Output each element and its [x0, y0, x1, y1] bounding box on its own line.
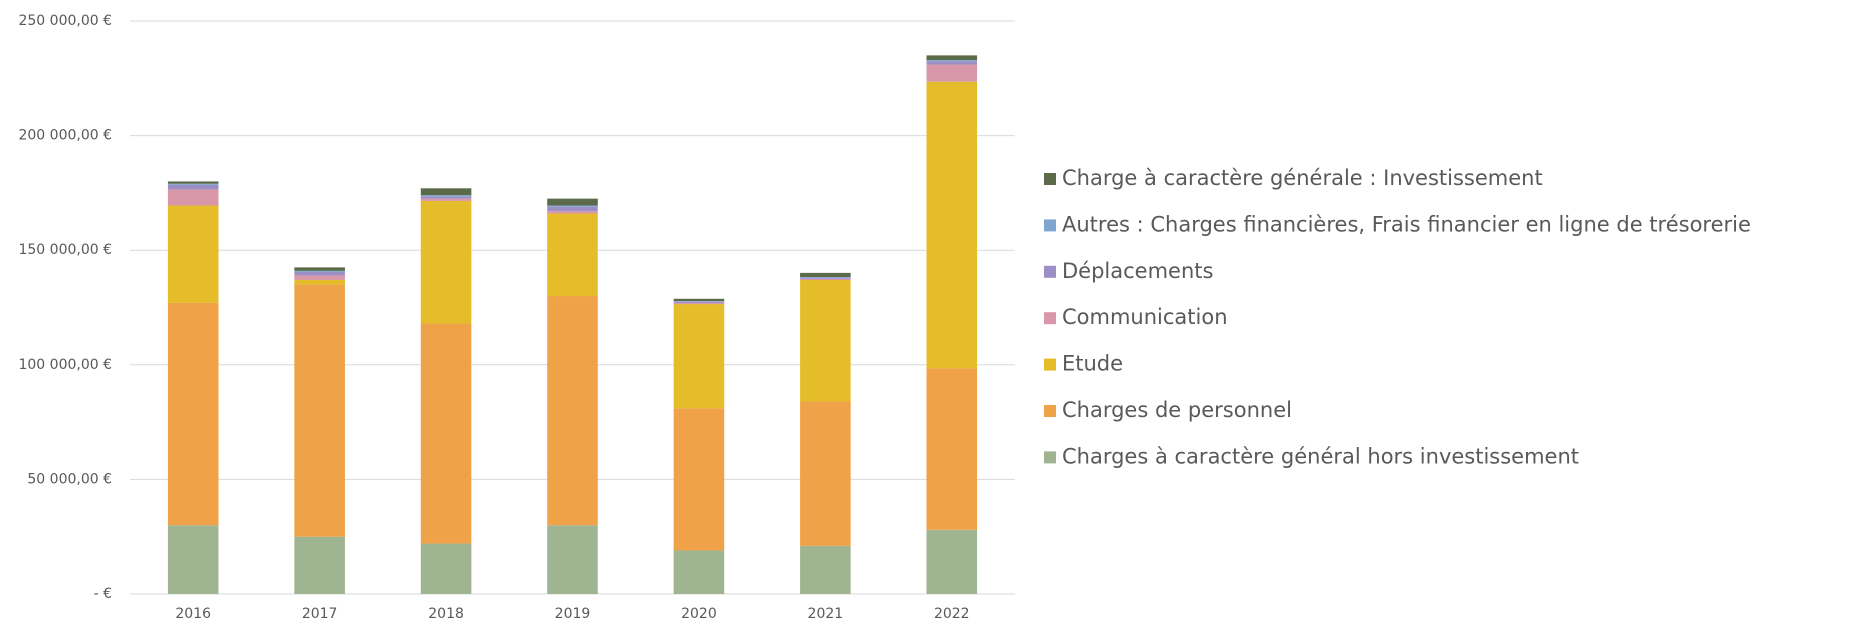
y-tick-label: - €: [94, 586, 112, 602]
bar-segment: [294, 271, 345, 276]
bar-segment: [547, 211, 598, 214]
bar-segment: [294, 279, 345, 285]
x-tick-label: 2017: [302, 606, 338, 622]
bar-segment: [673, 298, 725, 302]
bar-segment: [294, 284, 345, 537]
bar-segment: [420, 195, 472, 197]
bar-segment: [547, 205, 598, 207]
legend-swatch: [1044, 405, 1056, 417]
bar-segment: [294, 275, 345, 280]
legend-swatch: [1044, 451, 1056, 464]
legend-label: Autres : Charges financières, Frais fina…: [1062, 212, 1751, 236]
bar-segment: [673, 301, 725, 303]
x-tick-label: 2020: [681, 606, 717, 622]
x-tick-label: 2022: [934, 606, 970, 622]
legend-swatch: [1044, 265, 1056, 278]
bar-segment: [673, 408, 725, 551]
bar-segment: [167, 302, 219, 526]
y-tick-label: 200 000,00 €: [18, 128, 112, 144]
bar-segment: [926, 64, 978, 82]
bar-segment: [800, 401, 851, 546]
y-tick-label: 50 000,00 €: [27, 471, 112, 487]
x-tick-label: 2021: [808, 606, 844, 622]
bar-segment: [926, 368, 978, 530]
bar-segment: [294, 267, 345, 271]
bar-segment: [420, 543, 472, 594]
bar-segment: [800, 279, 851, 402]
bar-segment: [167, 205, 219, 303]
x-tick-label: 2018: [428, 606, 464, 622]
legend-swatch: [1044, 219, 1056, 232]
bar-segment: [547, 296, 598, 526]
bar-segment: [673, 304, 725, 409]
bar-segment: [926, 55, 978, 60]
bar-segment: [420, 188, 472, 196]
bar-segment: [167, 184, 219, 190]
legend-label: Charges de personnel: [1062, 398, 1292, 422]
bar-segment: [926, 81, 978, 369]
bar-segment: [926, 61, 978, 65]
legend-label: Charges à caractère général hors investi…: [1062, 444, 1579, 468]
bar-segment: [673, 301, 725, 302]
bar-segment: [673, 550, 725, 594]
bar-segment: [547, 206, 598, 212]
bar-segment: [420, 200, 472, 324]
bar-segment: [420, 198, 472, 201]
bar-segment: [800, 278, 851, 280]
bar-segment: [167, 181, 219, 184]
y-tick-label: 100 000,00 €: [18, 357, 112, 373]
bar-segment: [547, 525, 598, 594]
legend-swatch: [1044, 173, 1056, 185]
x-tick-label: 2016: [175, 606, 211, 622]
bar-segment: [167, 183, 219, 185]
bar-segment: [800, 545, 851, 594]
legend-label: Charge à caractère générale : Investisse…: [1062, 166, 1543, 190]
bar-segment: [294, 270, 345, 272]
legend-label: Déplacements: [1062, 259, 1213, 283]
bar-segment: [547, 213, 598, 297]
bar-segment: [420, 196, 472, 199]
legend-swatch: [1044, 312, 1056, 325]
bar-segment: [926, 529, 978, 594]
y-tick-label: 250 000,00 €: [18, 13, 112, 29]
bar-segment: [800, 277, 851, 278]
bar-segment: [673, 302, 725, 305]
bar-segment: [926, 59, 978, 62]
bar-segment: [800, 272, 851, 278]
bar-segment: [800, 277, 851, 279]
legend-label: Etude: [1062, 352, 1123, 376]
bar-segment: [420, 323, 472, 544]
bar-segment: [167, 189, 219, 206]
x-tick-label: 2019: [555, 606, 591, 622]
y-tick-label: 150 000,00 €: [18, 242, 112, 258]
legend-label: Communication: [1062, 305, 1228, 329]
bar-segment: [547, 198, 598, 206]
bar-segment: [167, 525, 219, 594]
legend-swatch: [1044, 358, 1056, 371]
bar-segment: [294, 536, 345, 594]
